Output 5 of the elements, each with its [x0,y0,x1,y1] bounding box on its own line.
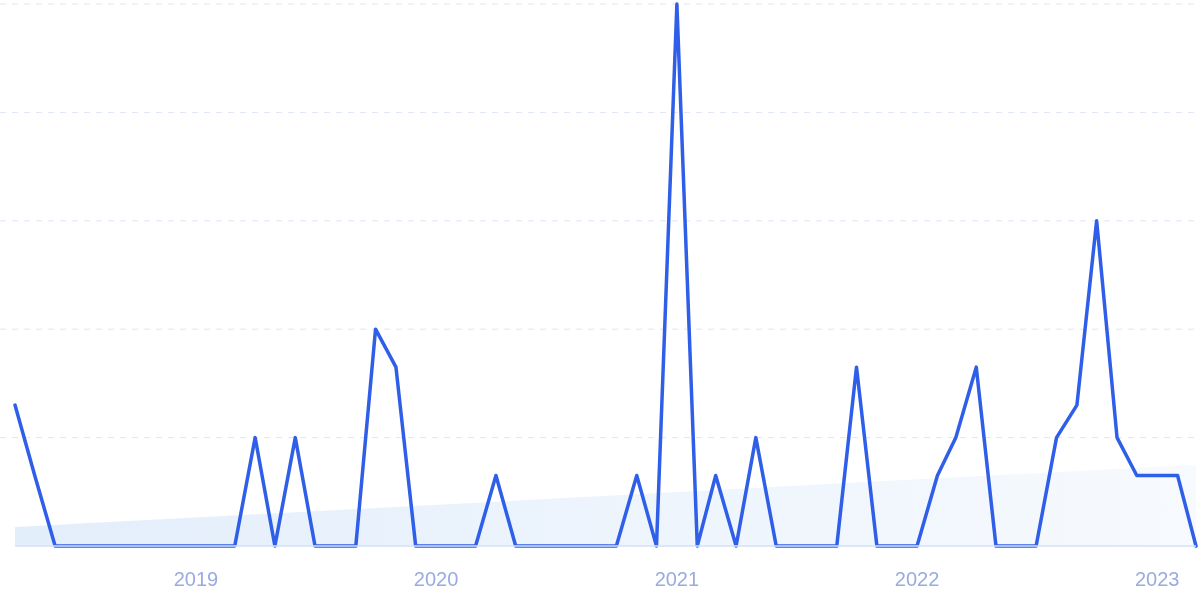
x-tick-label: 2020 [413,568,459,590]
x-tick-label: 2019 [173,568,219,590]
x-tick-label: 2022 [894,568,940,590]
x-tick-label: 2023 [1134,568,1180,590]
x-tick-label: 2021 [654,568,700,590]
